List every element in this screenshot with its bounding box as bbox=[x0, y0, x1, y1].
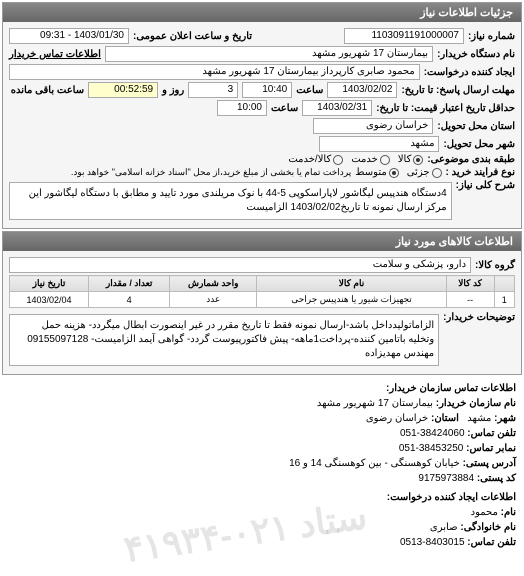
panel-header-1: جزئیات اطلاعات نیاز bbox=[3, 3, 521, 22]
radio-service[interactable]: خدمت bbox=[351, 154, 390, 165]
province-label-2: استان: bbox=[431, 413, 459, 424]
td-5: 1403/02/04 bbox=[10, 292, 89, 308]
city-value: مشهد bbox=[467, 413, 491, 424]
payment-note: پرداخت تمام یا بخشی از مبلغ خرید،از محل … bbox=[71, 167, 351, 178]
th-1: کد کالا bbox=[446, 276, 494, 292]
zip-label: کد پستی: bbox=[477, 473, 516, 484]
th-0 bbox=[494, 276, 514, 292]
radio-low[interactable]: جزئی bbox=[407, 167, 442, 178]
tel-value: 38424060-051 bbox=[400, 428, 465, 439]
province-label: استان محل تحویل: bbox=[437, 121, 515, 132]
buyer-contact-link[interactable]: اطلاعات تماس خریدار bbox=[9, 49, 101, 60]
contact-title-1: اطلاعات تماس سازمان خریدار: bbox=[8, 381, 516, 396]
time-label-2: ساعت bbox=[271, 103, 298, 114]
radio-goods[interactable]: کالا bbox=[398, 154, 424, 165]
request-number-label: شماره نیاز: bbox=[468, 31, 515, 42]
city-field: مشهد bbox=[319, 136, 439, 152]
goods-table: کد کالا نام کالا واحد شمارش تعداد / مقدا… bbox=[9, 275, 515, 308]
valid-time-field: 10:00 bbox=[217, 100, 267, 116]
addr-label: آدرس پستی: bbox=[463, 458, 516, 469]
city-label-2: شهر: bbox=[494, 413, 516, 424]
fax-label: نمابر تماس: bbox=[466, 443, 516, 454]
tel2-value: 8403015-0513 bbox=[400, 537, 465, 548]
th-4: تعداد / مقدار bbox=[89, 276, 170, 292]
name-label: نام: bbox=[501, 507, 516, 518]
radio-goods-label: کالا bbox=[398, 154, 412, 165]
city-label: شهر محل تحویل: bbox=[443, 139, 515, 150]
payment-label: نوع فرایند خرید : bbox=[446, 167, 515, 178]
tel2-label: تلفن تماس: bbox=[467, 537, 516, 548]
td-2: تجهیزات شیور یا هندپیس جراحی bbox=[257, 292, 447, 308]
goods-type-label: طبقه بندی موضوعی: bbox=[427, 154, 515, 165]
fax-value: 38453250-051 bbox=[399, 443, 464, 454]
radio-low-label: جزئی bbox=[407, 167, 430, 178]
contact-title-2: اطلاعات ایجاد کننده درخواست: bbox=[8, 490, 516, 505]
payment-radio-group: جزئی متوسط bbox=[355, 167, 441, 178]
group-field: دارو، پزشکی و سلامت bbox=[9, 257, 471, 273]
th-2: نام کالا bbox=[257, 276, 447, 292]
lname-label: نام خانوادگی: bbox=[460, 522, 516, 533]
province-field: خراسان رضوی bbox=[313, 118, 433, 134]
days-label: روز و bbox=[162, 85, 184, 96]
request-number-field: 1103091191000007 bbox=[344, 28, 464, 44]
radio-both[interactable]: کالا/خدمت bbox=[288, 154, 343, 165]
table-header-row: کد کالا نام کالا واحد شمارش تعداد / مقدا… bbox=[10, 276, 515, 292]
table-row[interactable]: 1 -- تجهیزات شیور یا هندپیس جراحی عدد 4 … bbox=[10, 292, 515, 308]
summary-box: 4دستگاه هندپیس لیگاشور لاپاراسکوپی 5-44 … bbox=[9, 182, 452, 220]
remain-label: ساعت باقی مانده bbox=[11, 85, 84, 96]
buyer-org-label: نام دستگاه خریدار: bbox=[437, 49, 515, 60]
valid-label: حداقل تاریخ اعتبار قیمت: تا تاریخ: bbox=[376, 103, 515, 114]
deadline-label: مهلت ارسال پاسخ: تا تاریخ: bbox=[401, 85, 515, 96]
panel-header-2: اطلاعات کالاهای مورد نیاز bbox=[3, 232, 521, 251]
public-date-label: تاریخ و ساعت اعلان عمومی: bbox=[133, 31, 252, 42]
public-date-field: 1403/01/30 - 09:31 bbox=[9, 28, 129, 44]
requester-label: ایجاد کننده درخواست: bbox=[424, 67, 515, 78]
org-value: بیمارستان 17 شهریور مشهد bbox=[317, 398, 433, 409]
group-label: گروه کالا: bbox=[475, 260, 515, 271]
td-3: عدد bbox=[170, 292, 257, 308]
radio-service-label: خدمت bbox=[351, 154, 378, 165]
days-field: 3 bbox=[188, 82, 238, 98]
radio-mid[interactable]: متوسط bbox=[355, 167, 398, 178]
name-value: محمود bbox=[471, 507, 498, 518]
time-label-1: ساعت bbox=[296, 85, 323, 96]
need-details-panel: جزئیات اطلاعات نیاز شماره نیاز: 11030911… bbox=[2, 2, 522, 229]
addr-value: خیابان کوهسنگی - بین کوهسنگی 14 و 16 bbox=[289, 458, 460, 469]
radio-mid-label: متوسط bbox=[355, 167, 386, 178]
deadline-date-field: 1403/02/02 bbox=[327, 82, 397, 98]
summary-label: شرح کلی نیاز: bbox=[456, 180, 515, 191]
td-0: 1 bbox=[494, 292, 514, 308]
tel-label: تلفن تماس: bbox=[467, 428, 516, 439]
province-value: خراسان رضوی bbox=[366, 413, 428, 424]
org-label: نام سازمان خریدار: bbox=[436, 398, 516, 409]
buyer-org-field: بیمارستان 17 شهریور مشهد bbox=[105, 46, 433, 62]
radio-both-label: کالا/خدمت bbox=[288, 154, 331, 165]
lname-value: صابری bbox=[430, 522, 458, 533]
valid-date-field: 1403/02/31 bbox=[302, 100, 372, 116]
goods-type-radio-group: کالا خدمت کالا/خدمت bbox=[288, 154, 423, 165]
zip-value: 9175973884 bbox=[418, 473, 474, 484]
goods-info-panel: اطلاعات کالاهای مورد نیاز ستاد ۰۲۱-۴۱۹۳۴… bbox=[2, 231, 522, 375]
notes-box: الزاماتولیدداخل باشد-ارسال نمونه فقط تا … bbox=[9, 314, 439, 366]
td-4: 4 bbox=[89, 292, 170, 308]
td-1: -- bbox=[446, 292, 494, 308]
contact-section: اطلاعات تماس سازمان خریدار: نام سازمان خ… bbox=[0, 377, 524, 554]
th-5: تاریخ نیاز bbox=[10, 276, 89, 292]
remain-time-field: 00:52:59 bbox=[88, 82, 158, 98]
requester-field: محمود صابری کارپرداز بیمارستان 17 شهریور… bbox=[9, 64, 420, 80]
notes-label: توضیحات خریدار: bbox=[443, 312, 515, 323]
deadline-time-field: 10:40 bbox=[242, 82, 292, 98]
th-3: واحد شمارش bbox=[170, 276, 257, 292]
